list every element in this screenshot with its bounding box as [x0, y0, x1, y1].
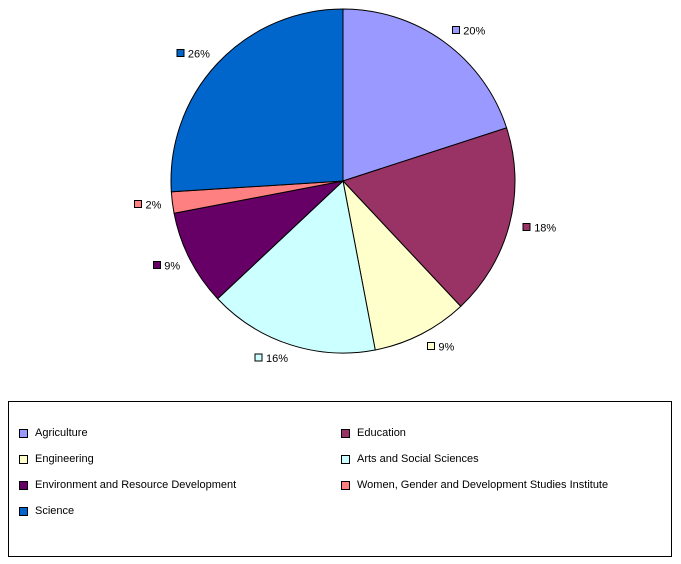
legend-swatch: [341, 429, 350, 438]
slice-label-agriculture: 20%: [451, 26, 486, 38]
legend-item-women-gender-and-development-studies-institute: Women, Gender and Development Studies In…: [341, 480, 663, 491]
legend-label: Engineering: [35, 453, 94, 465]
slice-label-text: 9%: [438, 342, 454, 354]
legend-swatch: [19, 507, 28, 516]
slice-label-swatch: [522, 222, 531, 231]
legend-label: Science: [35, 505, 75, 517]
legend-swatch: [19, 481, 28, 490]
legend-swatch: [341, 455, 350, 464]
legend-item-science: Science: [19, 506, 341, 517]
pie-slice-engineering: [342, 179, 462, 351]
pie-slice-environment-and-resource-development: [173, 180, 345, 300]
pie-slice-agriculture: [342, 8, 508, 182]
pie-slice-science: [170, 8, 344, 193]
pie-slice-arts-and-social-sciences: [216, 180, 376, 354]
pie-chart-svg: 20% 18% 9% 16% 9% 2% 26%: [134, 8, 556, 365]
legend-item-engineering: Engineering: [19, 454, 341, 465]
slice-label-swatch: [451, 26, 460, 34]
legend-swatch: [341, 481, 350, 490]
slice-label-engineering: 9%: [426, 342, 455, 354]
slice-label-text: 2%: [146, 199, 162, 211]
legend-grid: Agriculture Education Engineering Arts a…: [9, 402, 671, 525]
slice-label-education: 18%: [522, 222, 556, 234]
slice-label-text: 18%: [534, 222, 556, 234]
legend-label: Education: [357, 427, 406, 439]
slice-label-environment-and-resource-development: 9%: [152, 260, 180, 272]
pie-slice-education: [342, 127, 516, 308]
legend-item-education: Education: [341, 428, 663, 439]
legend-label: Agriculture: [35, 427, 88, 439]
legend-label: Environment and Resource Development: [35, 479, 237, 491]
slice-label-swatch: [426, 342, 435, 351]
slice-label-swatch: [176, 49, 185, 58]
slice-label-arts-and-social-sciences: 16%: [254, 353, 288, 365]
legend-swatch: [19, 455, 28, 464]
slice-label-text: 20%: [463, 26, 485, 38]
slice-label-text: 16%: [266, 353, 288, 365]
legend-item-arts-and-social-sciences: Arts and Social Sciences: [341, 454, 663, 465]
legend-item-agriculture: Agriculture: [19, 428, 341, 439]
legend-label: Arts and Social Sciences: [357, 453, 479, 465]
chart-legend: Agriculture Education Engineering Arts a…: [8, 401, 672, 557]
slice-label-women-gender-and-development-studies-institute: 2%: [134, 199, 162, 211]
slice-label-swatch: [254, 353, 263, 362]
slice-label-text: 26%: [188, 49, 210, 61]
legend-item-environment-and-resource-development: Environment and Resource Development: [19, 480, 341, 491]
legend-label: Women, Gender and Development Studies In…: [357, 479, 609, 491]
slice-label-text: 9%: [164, 260, 180, 272]
legend-swatch: [19, 429, 28, 438]
pie-chart: 20% 18% 9% 16% 9% 2% 26%: [134, 8, 556, 365]
slice-label-swatch: [152, 260, 161, 269]
slice-label-swatch: [134, 199, 142, 208]
slice-label-science: 26%: [176, 49, 210, 61]
